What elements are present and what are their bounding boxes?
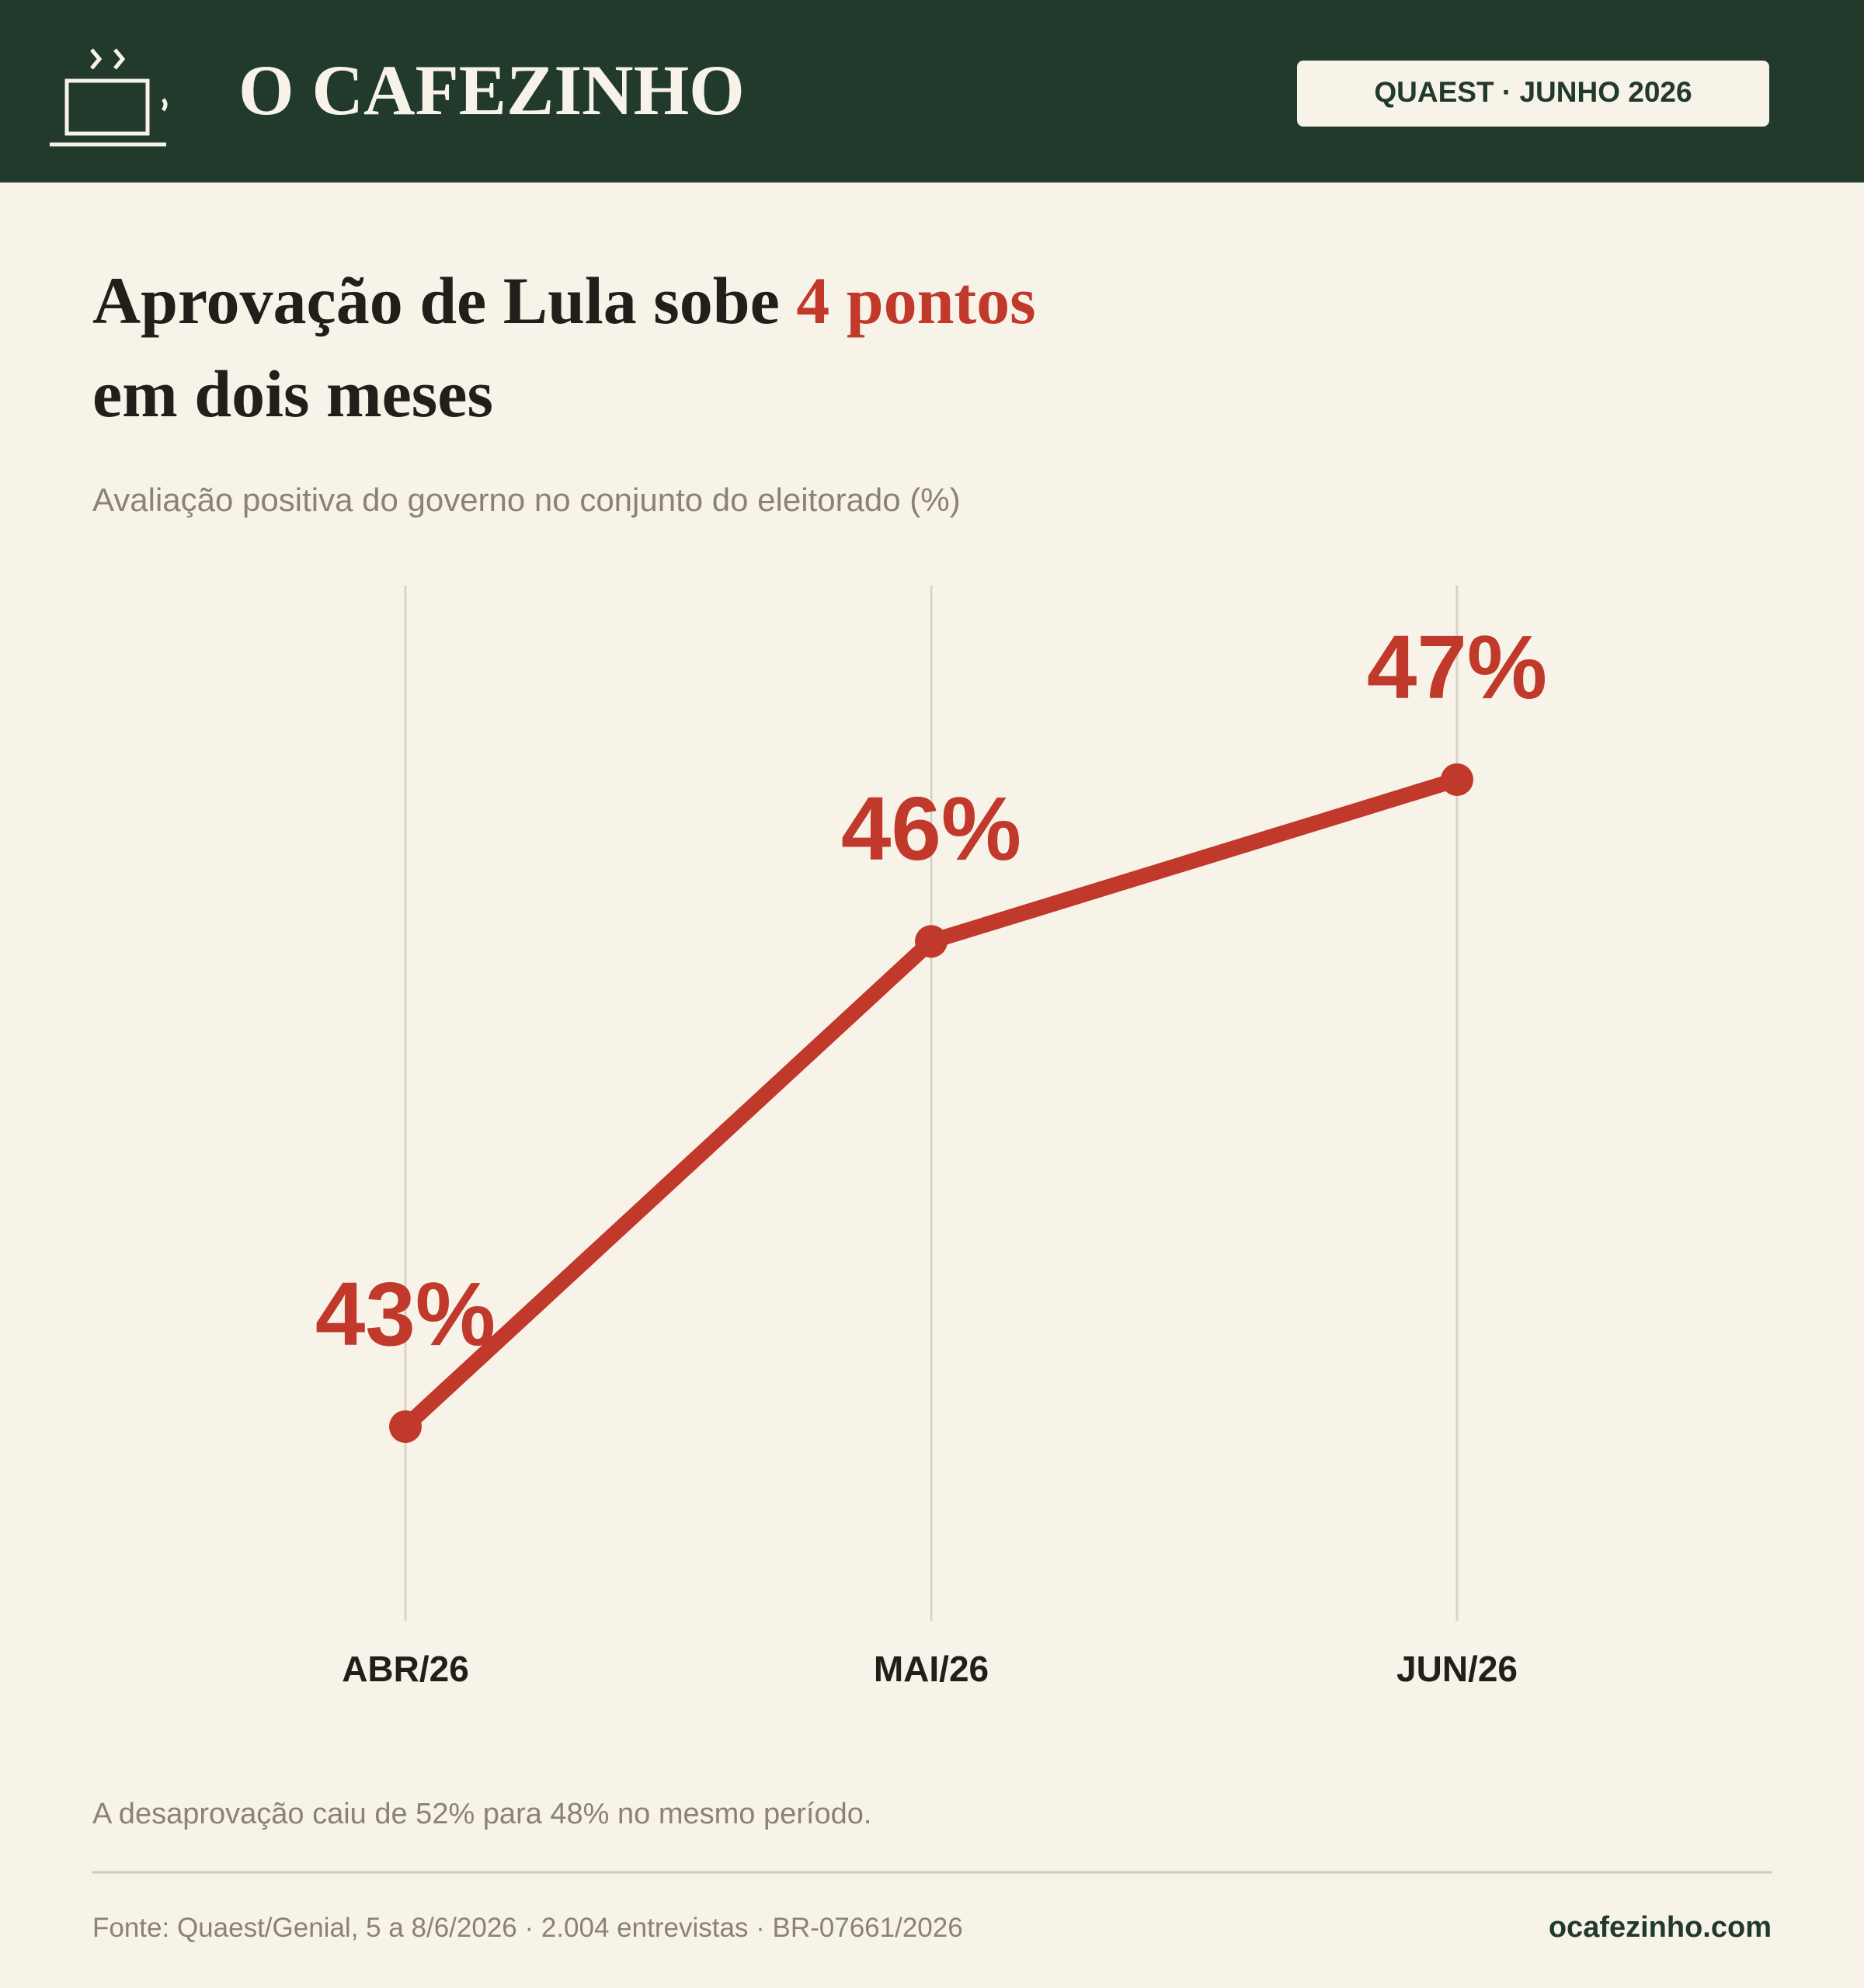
title-lead: Aprovação de Lula sobe [92, 263, 796, 338]
x-tick-label: MAI/26 [874, 1649, 989, 1689]
plot: ABR/26 MAI/26 JUN/26 43% 46% 47% [315, 586, 1547, 1689]
cup-icon [50, 48, 168, 147]
point [1441, 763, 1473, 796]
brand: O CAFEZINHO [238, 50, 745, 130]
footer-note: A desaprovação caiu de 52% para 48% no m… [92, 1798, 871, 1830]
value-label: 47% [1367, 617, 1547, 718]
chart-title-line2: em dois meses [92, 356, 493, 431]
chart-title: Aprovação de Lula sobe 4 pontos [92, 263, 1036, 338]
badge [1297, 61, 1769, 127]
site: ocafezinho.com [1549, 1911, 1772, 1944]
badge-text: QUAEST · JUNHO 2026 [1374, 76, 1692, 108]
subtitle: Avaliação positiva do governo no conjunt… [92, 481, 961, 518]
source: Fonte: Quaest/Genial, 5 a 8/6/2026 · 2.0… [92, 1913, 963, 1943]
value-label: 46% [841, 778, 1021, 879]
title-highlight: 4 pontos [796, 263, 1035, 338]
x-tick-label: JUN/26 [1396, 1649, 1518, 1689]
point [389, 1410, 422, 1444]
x-tick-label: ABR/26 [342, 1649, 469, 1689]
point [915, 925, 948, 958]
value-label: 43% [315, 1263, 496, 1364]
